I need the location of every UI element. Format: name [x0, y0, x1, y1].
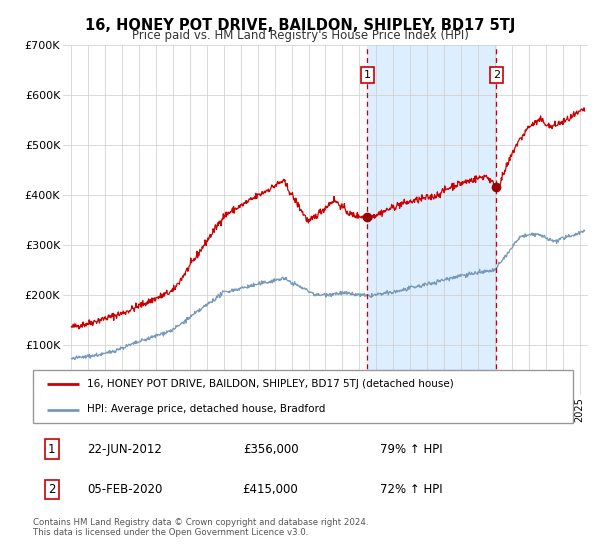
Text: 72% ↑ HPI: 72% ↑ HPI: [380, 483, 442, 496]
Text: 16, HONEY POT DRIVE, BAILDON, SHIPLEY, BD17 5TJ: 16, HONEY POT DRIVE, BAILDON, SHIPLEY, B…: [85, 18, 515, 33]
Text: Price paid vs. HM Land Registry's House Price Index (HPI): Price paid vs. HM Land Registry's House …: [131, 29, 469, 42]
Text: 2: 2: [48, 483, 56, 496]
Text: 1: 1: [48, 442, 56, 456]
Text: £415,000: £415,000: [243, 483, 298, 496]
Text: HPI: Average price, detached house, Bradford: HPI: Average price, detached house, Brad…: [87, 404, 325, 414]
Text: 05-FEB-2020: 05-FEB-2020: [87, 483, 163, 496]
Text: 1: 1: [364, 70, 371, 80]
Text: 79% ↑ HPI: 79% ↑ HPI: [380, 442, 442, 456]
Bar: [367, 45, 496, 395]
Text: 2: 2: [493, 70, 500, 80]
Text: 22-JUN-2012: 22-JUN-2012: [88, 442, 162, 456]
Text: £356,000: £356,000: [243, 442, 298, 456]
FancyBboxPatch shape: [33, 370, 573, 423]
Text: Contains HM Land Registry data © Crown copyright and database right 2024.: Contains HM Land Registry data © Crown c…: [33, 518, 368, 527]
Text: 16, HONEY POT DRIVE, BAILDON, SHIPLEY, BD17 5TJ (detached house): 16, HONEY POT DRIVE, BAILDON, SHIPLEY, B…: [87, 380, 454, 390]
Text: This data is licensed under the Open Government Licence v3.0.: This data is licensed under the Open Gov…: [33, 528, 308, 537]
